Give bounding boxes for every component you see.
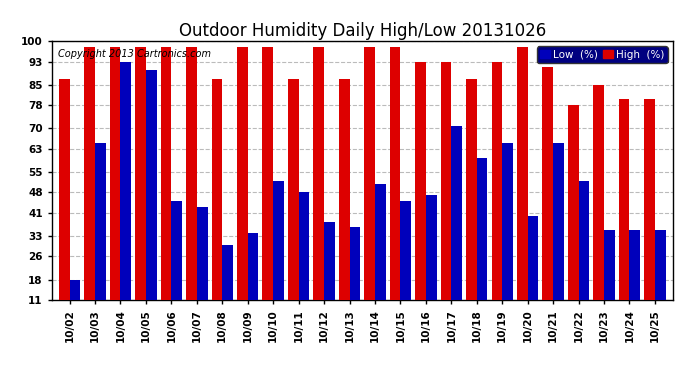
Bar bbox=[161, 47, 171, 332]
Bar bbox=[629, 230, 640, 332]
Bar bbox=[466, 79, 477, 332]
Bar bbox=[604, 230, 615, 332]
Bar bbox=[197, 207, 208, 332]
Bar bbox=[655, 230, 666, 332]
Bar bbox=[451, 126, 462, 332]
Bar bbox=[644, 99, 655, 332]
Bar bbox=[70, 280, 80, 332]
Text: Copyright 2013 Cartronics.com: Copyright 2013 Cartronics.com bbox=[58, 49, 211, 59]
Bar bbox=[171, 201, 182, 332]
Bar bbox=[313, 47, 324, 332]
Bar bbox=[110, 47, 121, 332]
Bar bbox=[273, 181, 284, 332]
Bar bbox=[248, 233, 259, 332]
Bar bbox=[212, 79, 222, 332]
Bar bbox=[121, 62, 131, 332]
Bar bbox=[553, 143, 564, 332]
Legend: Low  (%), High  (%): Low (%), High (%) bbox=[537, 46, 667, 63]
Bar bbox=[350, 227, 360, 332]
Bar bbox=[299, 192, 309, 332]
Title: Outdoor Humidity Daily High/Low 20131026: Outdoor Humidity Daily High/Low 20131026 bbox=[179, 22, 546, 40]
Bar bbox=[186, 47, 197, 332]
Bar bbox=[288, 79, 299, 332]
Bar bbox=[146, 70, 157, 332]
Bar bbox=[262, 47, 273, 332]
Bar bbox=[324, 222, 335, 332]
Bar bbox=[528, 216, 538, 332]
Bar bbox=[593, 85, 604, 332]
Bar bbox=[579, 181, 589, 332]
Bar bbox=[491, 62, 502, 332]
Bar bbox=[542, 68, 553, 332]
Bar bbox=[415, 62, 426, 332]
Bar bbox=[619, 99, 629, 332]
Bar bbox=[477, 158, 487, 332]
Bar bbox=[364, 47, 375, 332]
Bar bbox=[390, 47, 400, 332]
Bar bbox=[441, 62, 451, 332]
Bar bbox=[135, 47, 146, 332]
Bar bbox=[426, 195, 437, 332]
Bar bbox=[237, 47, 248, 332]
Bar bbox=[400, 201, 411, 332]
Bar bbox=[59, 79, 70, 332]
Bar bbox=[375, 184, 386, 332]
Bar bbox=[517, 47, 528, 332]
Bar bbox=[222, 245, 233, 332]
Bar bbox=[84, 47, 95, 332]
Bar bbox=[339, 79, 350, 332]
Bar bbox=[568, 105, 579, 332]
Bar bbox=[502, 143, 513, 332]
Bar bbox=[95, 143, 106, 332]
